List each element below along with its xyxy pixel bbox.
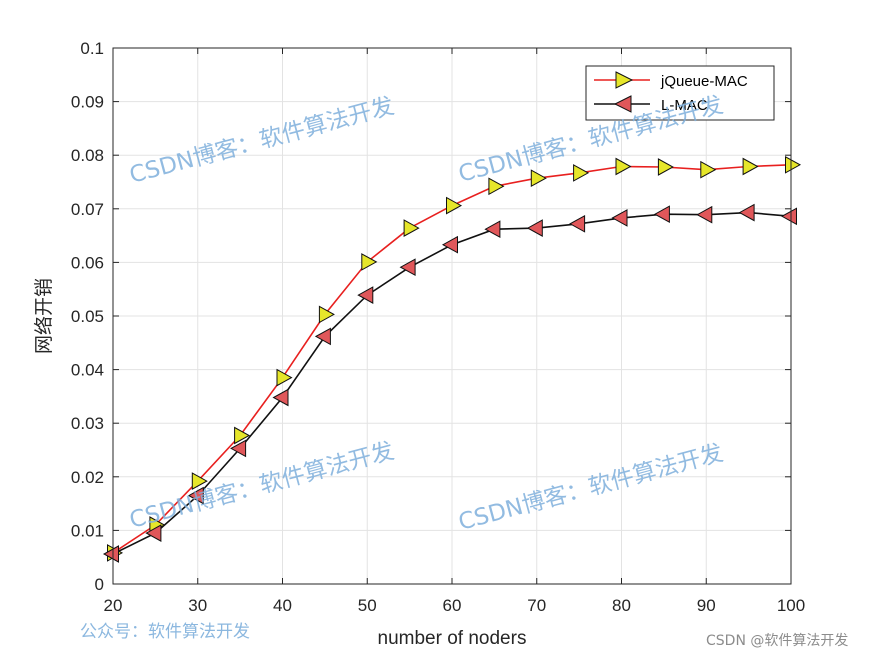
x-axis-label: number of noders xyxy=(378,628,527,649)
data-point-l-mac xyxy=(484,220,501,239)
legend-marker-l-mac xyxy=(613,95,632,113)
x-tick-label: 60 xyxy=(443,596,462,615)
data-point-l-mac xyxy=(272,388,289,407)
x-tick-labels: 20 30 40 50 60 70 80 90 100 xyxy=(104,596,806,615)
legend-label-jqueue-mac: jQueue-MAC xyxy=(660,73,748,90)
legend: jQueue-MAC L-MAC xyxy=(585,65,775,121)
y-axis-label: 网络开销 xyxy=(33,278,55,354)
data-point-l-mac xyxy=(145,524,162,542)
y-tick-label: 0.1 xyxy=(80,39,104,58)
data-point-jqueue-mac xyxy=(403,219,420,237)
data-point-l-mac xyxy=(526,219,543,237)
x-tick-label: 100 xyxy=(777,596,805,615)
data-point-l-mac xyxy=(441,235,458,254)
data-point-jqueue-mac xyxy=(191,472,208,490)
y-tick-labels: 0 0.01 0.02 0.03 0.04 0.05 0.06 0.07 0.08 0.09 0.1 xyxy=(71,39,104,594)
data-point-jqueue-mac xyxy=(530,169,547,188)
legend-label-l-mac: L-MAC xyxy=(661,97,708,114)
data-point-jqueue-mac xyxy=(573,164,590,182)
data-point-l-mac xyxy=(187,486,204,505)
watermark-corner: CSDN @软件算法开发 xyxy=(706,633,848,649)
x-tick-label: 90 xyxy=(697,596,716,615)
data-point-l-mac xyxy=(102,545,119,563)
y-tick-label: 0.04 xyxy=(71,361,104,380)
y-tick-label: 0.08 xyxy=(71,146,104,165)
data-point-jqueue-mac xyxy=(785,155,802,174)
data-point-jqueue-mac xyxy=(446,196,463,215)
data-point-jqueue-mac xyxy=(615,157,632,176)
data-point-l-mac xyxy=(569,214,586,233)
legend-marker-jqueue-mac xyxy=(615,71,634,89)
axis-ticks xyxy=(112,47,792,585)
y-tick-label: 0.03 xyxy=(71,414,104,433)
y-tick-label: 0.09 xyxy=(71,93,104,112)
data-point-l-mac xyxy=(399,258,416,277)
data-point-l-mac xyxy=(696,205,713,224)
watermark-bottom-left: 公众号：软件算法开发 xyxy=(80,622,250,642)
y-tick-label: 0.06 xyxy=(71,253,104,272)
data-point-l-mac xyxy=(780,207,797,226)
data-point-jqueue-mac xyxy=(361,253,378,271)
data-point-l-mac xyxy=(611,209,628,227)
y-tick-label: 0.02 xyxy=(71,468,104,487)
series-markers xyxy=(102,155,802,563)
x-tick-label: 70 xyxy=(527,596,546,615)
data-point-l-mac xyxy=(653,205,670,224)
data-point-jqueue-mac xyxy=(318,305,335,324)
data-point-jqueue-mac xyxy=(276,368,293,387)
y-tick-label: 0 xyxy=(95,575,104,594)
data-point-jqueue-mac xyxy=(234,426,251,445)
data-point-jqueue-mac xyxy=(488,177,505,196)
data-point-jqueue-mac xyxy=(742,157,759,176)
data-point-l-mac xyxy=(357,286,374,304)
x-tick-label: 20 xyxy=(104,596,123,615)
data-point-l-mac xyxy=(230,439,247,458)
x-tick-label: 30 xyxy=(188,596,207,615)
data-point-l-mac xyxy=(314,327,331,346)
x-tick-label: 80 xyxy=(612,596,631,615)
data-point-l-mac xyxy=(738,203,755,222)
x-tick-label: 40 xyxy=(273,596,292,615)
data-point-jqueue-mac xyxy=(700,160,717,179)
y-tick-label: 0.01 xyxy=(71,521,104,540)
x-tick-label: 50 xyxy=(358,596,377,615)
y-tick-label: 0.05 xyxy=(71,307,104,326)
grid-lines xyxy=(112,47,792,585)
data-point-jqueue-mac xyxy=(657,158,674,176)
y-tick-label: 0.07 xyxy=(71,200,104,219)
